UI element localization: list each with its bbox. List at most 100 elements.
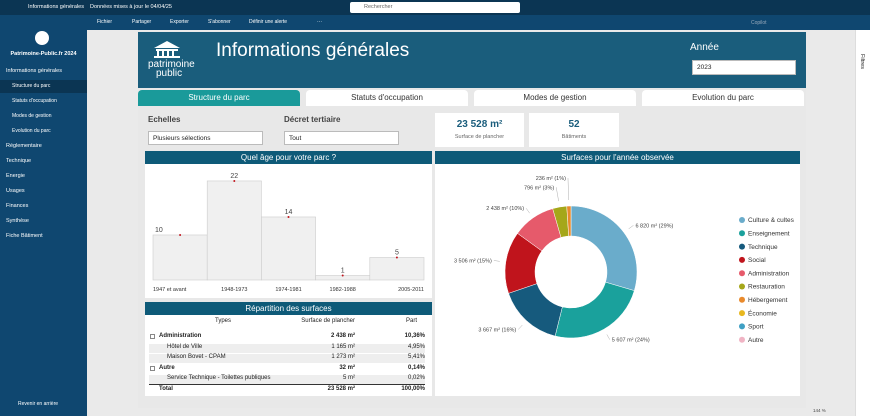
step-area: [261, 216, 316, 281]
nav-section[interactable]: Energie: [6, 173, 25, 179]
toolbar-item[interactable]: Exporter: [170, 19, 189, 25]
logo-word: public: [156, 68, 183, 79]
header: patrimoine public Informations générales …: [138, 32, 806, 88]
tab[interactable]: Structure du parc: [138, 90, 300, 106]
report-page: patrimoine public Informations générales …: [138, 32, 806, 408]
leader-line: [606, 334, 610, 340]
data-label: 2 438 m² (10%): [486, 206, 524, 212]
nav-section[interactable]: Technique: [6, 158, 32, 164]
row-bg: [149, 354, 425, 363]
tab[interactable]: Statuts d'occupation: [306, 90, 468, 106]
table-title: Répartition des surfaces: [145, 302, 432, 315]
logo-icon: [154, 41, 180, 58]
data-label: 5: [395, 249, 399, 256]
card-label: Surface de plancher: [454, 134, 505, 140]
total-line: [149, 384, 425, 385]
legend-swatch: [739, 323, 745, 330]
x-tick-label: 1948-1973: [221, 287, 247, 293]
nav-section[interactable]: Synthèse: [6, 218, 29, 224]
chart-title: Surfaces pour l'année observée: [435, 151, 800, 164]
table-cell: 23 528 m²: [327, 386, 355, 392]
nav-page[interactable]: Statuts d'occupation: [12, 98, 57, 104]
toolbar-item[interactable]: ···: [317, 19, 322, 25]
legend-swatch: [739, 256, 745, 263]
donut-slice: [554, 281, 635, 339]
point: [287, 215, 290, 218]
column-header: Types: [215, 318, 232, 324]
workspace-logo: [35, 31, 49, 45]
tab[interactable]: Modes de gestion: [474, 90, 636, 106]
leader-line: [628, 225, 634, 230]
filter-label: Décret tertiaire: [284, 115, 341, 124]
step-area: [152, 234, 208, 281]
nav-section[interactable]: Finances: [6, 203, 29, 209]
nav-page[interactable]: Modes de gestion: [12, 113, 52, 119]
step-area: [369, 257, 425, 281]
nav-section[interactable]: Réglementaire: [6, 143, 42, 149]
point: [233, 179, 236, 182]
table-cell: 0,02%: [407, 375, 425, 381]
back-link[interactable]: Revenir en arrière: [18, 401, 59, 407]
nav-section[interactable]: Informations générales: [6, 68, 62, 74]
table-cell: Hôtel de Ville: [167, 343, 203, 350]
data-label: 1: [341, 267, 345, 274]
column-header: Surface de plancher: [301, 318, 355, 324]
toolbar-item[interactable]: Fichier: [97, 19, 113, 25]
table-cell: 1 165 m²: [331, 343, 355, 350]
legend-swatch: [739, 283, 745, 290]
donut-plot: 6 820 m² (29%) 5 607 m² (24%) 3 667 m² (16…: [454, 176, 795, 344]
point: [395, 256, 398, 259]
copilot[interactable]: Copilot: [751, 20, 767, 26]
legend-swatch: [739, 336, 745, 343]
search[interactable]: Rechercher: [350, 2, 520, 13]
workspace-name: Patrimoine-Public.fr 2024: [10, 51, 77, 57]
year-dropdown[interactable]: 2023: [692, 60, 796, 75]
card-value: 23 528 m²: [456, 119, 503, 130]
table-cell: Maison Bovet - CPAM: [167, 354, 226, 360]
legend-label: Social: [748, 257, 766, 264]
filter-dropdown[interactable]: Tout: [284, 131, 399, 145]
legend-label: Économie: [748, 308, 777, 317]
data-label: 3 667 m² (16%): [478, 327, 516, 333]
card-value: 52: [568, 119, 580, 130]
update-info: Données mises à jour le 04/04/25: [90, 4, 172, 10]
donut-slice: [508, 283, 563, 337]
year-label: Année: [690, 42, 719, 53]
leader-line: [518, 324, 523, 330]
x-tick-label: 1974-1981: [275, 287, 301, 293]
donut-panel: Surfaces pour l'année observée 6 820 m² …: [435, 151, 800, 396]
expand-icon[interactable]: [150, 334, 155, 339]
toolbar-item[interactable]: S'abonner: [208, 19, 231, 25]
table-cell: Autre: [159, 364, 175, 371]
filter-dropdown[interactable]: Plusieurs sélections: [148, 131, 263, 145]
table-cell: 100,00%: [401, 386, 425, 392]
top-bar: Informations générales Données mises à j…: [0, 0, 870, 15]
point: [179, 233, 182, 236]
data-label: 14: [285, 209, 293, 216]
leader-line: [567, 178, 569, 201]
legend-label: Autre: [748, 337, 764, 344]
filters-pane[interactable]: Filtres: [855, 30, 870, 416]
legend-label: Sport: [748, 324, 764, 331]
toolbar-item[interactable]: Définir une alerte: [249, 19, 288, 25]
leader-line: [525, 208, 530, 214]
table-cell: Service Technique - Toilettes publiques: [167, 375, 271, 381]
toolbar-item[interactable]: Partager: [132, 19, 152, 25]
data-label: 10: [155, 227, 163, 234]
data-label: 6 820 m² (29%): [635, 223, 673, 229]
nav-section[interactable]: Usages: [6, 188, 25, 194]
data-label: 236 m² (1%): [536, 176, 566, 182]
card: 52 Bâtiments: [529, 113, 619, 147]
expand-icon[interactable]: [150, 365, 155, 371]
nav-page[interactable]: Structure du parc: [0, 80, 87, 93]
nav-section[interactable]: Fiche Bâtiment: [6, 233, 43, 239]
report-name: Informations générales: [28, 4, 84, 10]
logo-text: patrimoine public: [148, 60, 195, 79]
age-chart: Quel âge pour votre parc ? 10 1947 et ava…: [145, 151, 432, 298]
legend-swatch: [739, 217, 745, 223]
donut-slice: [570, 205, 638, 291]
tab[interactable]: Evolution du parc: [642, 90, 804, 106]
nav-page[interactable]: Evolution du parc: [12, 128, 51, 134]
legend-swatch: [739, 296, 745, 303]
